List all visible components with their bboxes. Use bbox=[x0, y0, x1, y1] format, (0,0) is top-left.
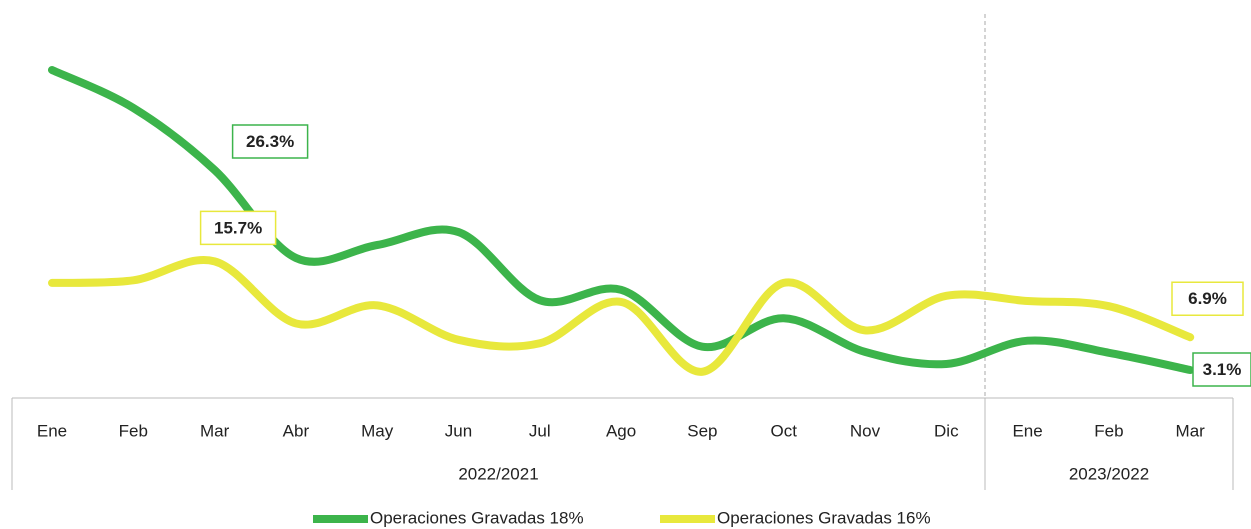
x-tick-label: Ago bbox=[606, 421, 636, 440]
x-tick-label: Ene bbox=[1012, 421, 1042, 440]
series-line bbox=[48, 66, 1195, 374]
data-label: 15.7% bbox=[214, 218, 262, 237]
x-tick-label: Sep bbox=[687, 421, 717, 440]
x-tick-label: Feb bbox=[1094, 421, 1123, 440]
series-line bbox=[48, 256, 1195, 376]
data-label: 6.9% bbox=[1188, 289, 1227, 308]
x-tick-label: Jun bbox=[445, 421, 472, 440]
x-tick-label: Nov bbox=[850, 421, 881, 440]
data-label-box bbox=[1171, 281, 1244, 316]
data-label: 3.1% bbox=[1203, 360, 1242, 379]
x-tick-label: Dic bbox=[934, 421, 959, 440]
x-tick-label: May bbox=[361, 421, 394, 440]
x-tick-label: Oct bbox=[770, 421, 797, 440]
x-tick-label: Jul bbox=[529, 421, 551, 440]
legend-swatch bbox=[313, 515, 368, 523]
x-tick-label: Mar bbox=[200, 421, 230, 440]
group-label: 2022/2021 bbox=[458, 464, 538, 483]
x-tick-label: Feb bbox=[119, 421, 148, 440]
legend-label: Operaciones Gravadas 16% bbox=[717, 508, 931, 527]
x-tick-label: Abr bbox=[283, 421, 310, 440]
x-tick-label: Ene bbox=[37, 421, 67, 440]
group-label: 2023/2022 bbox=[1069, 464, 1149, 483]
x-tick-label: Mar bbox=[1176, 421, 1206, 440]
data-label: 26.3% bbox=[246, 132, 294, 151]
data-label-box bbox=[199, 210, 277, 246]
data-label-box bbox=[231, 124, 309, 159]
data-label-box bbox=[1192, 352, 1251, 387]
legend-swatch bbox=[660, 515, 715, 523]
legend-label: Operaciones Gravadas 18% bbox=[370, 508, 584, 527]
